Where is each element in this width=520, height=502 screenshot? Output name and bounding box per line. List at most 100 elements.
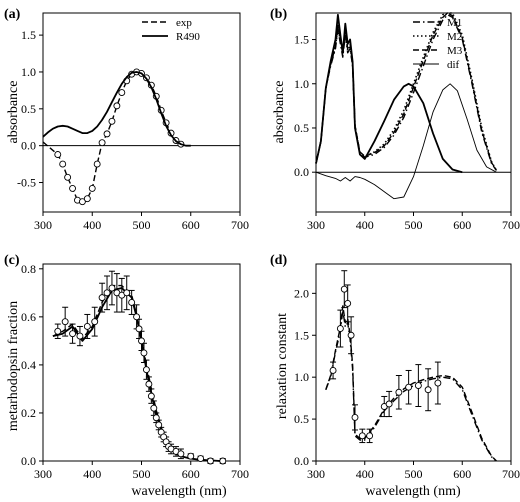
y-tick-label: 1.0 — [294, 77, 309, 91]
y-tick-label: 1.5 — [21, 28, 36, 42]
data-point — [206, 457, 214, 465]
panel-a: (a) absorbance 300 400 500 600 700 -0.5 0.0 0.5… — [4, 7, 249, 232]
data-point — [424, 386, 432, 394]
x-tick-label: 300 — [307, 467, 325, 481]
data-point — [385, 400, 393, 408]
data-point — [366, 432, 374, 440]
data-point — [329, 367, 337, 374]
y-tick-label: 1.0 — [21, 65, 36, 79]
x-tick-label: 300 — [34, 467, 52, 481]
x-tick-label: 500 — [405, 218, 423, 232]
x-tick-label: 300 — [307, 218, 325, 232]
data-point — [140, 349, 148, 357]
x-tick-label: 400 — [83, 467, 101, 481]
y-tick-label: 2.0 — [294, 286, 309, 300]
data-point — [113, 102, 121, 110]
data-point — [83, 195, 91, 203]
data-point — [340, 285, 348, 293]
data-point — [358, 432, 366, 440]
data-point — [395, 388, 403, 396]
x-tick-label: 700 — [502, 218, 520, 232]
legend-label: M3 — [447, 45, 463, 57]
data-point — [103, 130, 111, 138]
data-point — [351, 413, 359, 421]
data-point — [177, 450, 185, 458]
y-tick-label: 0.5 — [294, 412, 309, 426]
data-point — [59, 160, 67, 168]
data-point — [103, 289, 111, 297]
data-point — [91, 318, 99, 326]
data-point — [145, 380, 153, 388]
data-point — [54, 327, 62, 335]
data-point — [344, 299, 352, 307]
data-point — [98, 139, 106, 147]
data-point — [187, 452, 195, 460]
panel-d: (d) relaxation constant wavelength (nm) … — [270, 253, 520, 499]
series-m1-line — [315, 14, 497, 171]
y-tick-label: 0.8 — [21, 262, 36, 276]
y-tick-label: 0.0 — [294, 165, 309, 179]
y-tick-label: 0.5 — [21, 102, 36, 116]
xlabel-d: wavelength (nm) — [365, 484, 461, 499]
panel-label-a: (a) — [4, 7, 21, 22]
legend-label: R490 — [176, 31, 200, 43]
data-point — [61, 318, 69, 326]
y-tick-label: 0.0 — [21, 454, 36, 468]
data-point — [197, 455, 205, 463]
data-point — [434, 379, 442, 387]
y-tick-label: 0.5 — [294, 121, 309, 135]
data-point — [98, 294, 106, 302]
data-point — [108, 117, 116, 125]
x-tick-label: 400 — [356, 467, 374, 481]
x-tick-label: 600 — [182, 218, 200, 232]
y-tick-label: 1.5 — [294, 328, 309, 342]
panel-label-d: (d) — [270, 253, 287, 268]
data-point — [83, 323, 91, 330]
data-point — [118, 89, 126, 97]
legend-label: M1 — [447, 17, 462, 29]
x-tick-label: 600 — [453, 467, 471, 481]
panel-label-b: (b) — [270, 7, 287, 22]
x-tick-label: 300 — [34, 218, 52, 232]
series-curve-0-line — [325, 309, 497, 462]
series-exp-line — [42, 71, 182, 203]
series-dif-line — [315, 83, 497, 200]
plot-frame — [315, 12, 512, 213]
x-tick-label: 500 — [133, 467, 151, 481]
x-tick-label: 700 — [231, 467, 249, 481]
y-tick-label: 0.0 — [294, 454, 309, 468]
data-point — [69, 330, 77, 338]
data-point — [152, 414, 160, 422]
series-m3-line — [315, 12, 497, 171]
plot-frame — [42, 12, 241, 213]
y-tick-label: 1.5 — [294, 33, 309, 47]
data-point — [123, 289, 131, 297]
data-point — [76, 332, 84, 340]
y-tick-label: -0.5 — [17, 176, 36, 190]
y-tick-label: 0.6 — [21, 310, 36, 324]
x-tick-label: 500 — [133, 218, 151, 232]
x-tick-label: 700 — [502, 467, 520, 481]
data-point — [54, 151, 62, 158]
x-tick-label: 400 — [356, 218, 374, 232]
plot-frame — [315, 263, 512, 462]
xlabel-c: wavelength (nm) — [131, 484, 227, 499]
ylabel-b: absorbance — [272, 81, 287, 144]
data-point — [138, 337, 145, 345]
data-point — [147, 392, 155, 400]
data-point — [336, 325, 344, 332]
series-curve-1-line — [325, 305, 497, 462]
data-point — [150, 404, 158, 412]
legend-label: M2 — [447, 31, 462, 43]
data-point — [133, 313, 141, 321]
y-tick-label: 0.0 — [21, 139, 36, 153]
ylabel-a: absorbance — [6, 81, 21, 144]
series-r490-line — [42, 71, 191, 147]
ylabel-c: metarhodopsin fraction — [6, 301, 21, 431]
data-point — [414, 382, 422, 390]
y-tick-label: 0.4 — [21, 358, 36, 372]
data-point — [135, 325, 143, 333]
data-point — [69, 184, 77, 192]
x-tick-label: 500 — [405, 467, 423, 481]
